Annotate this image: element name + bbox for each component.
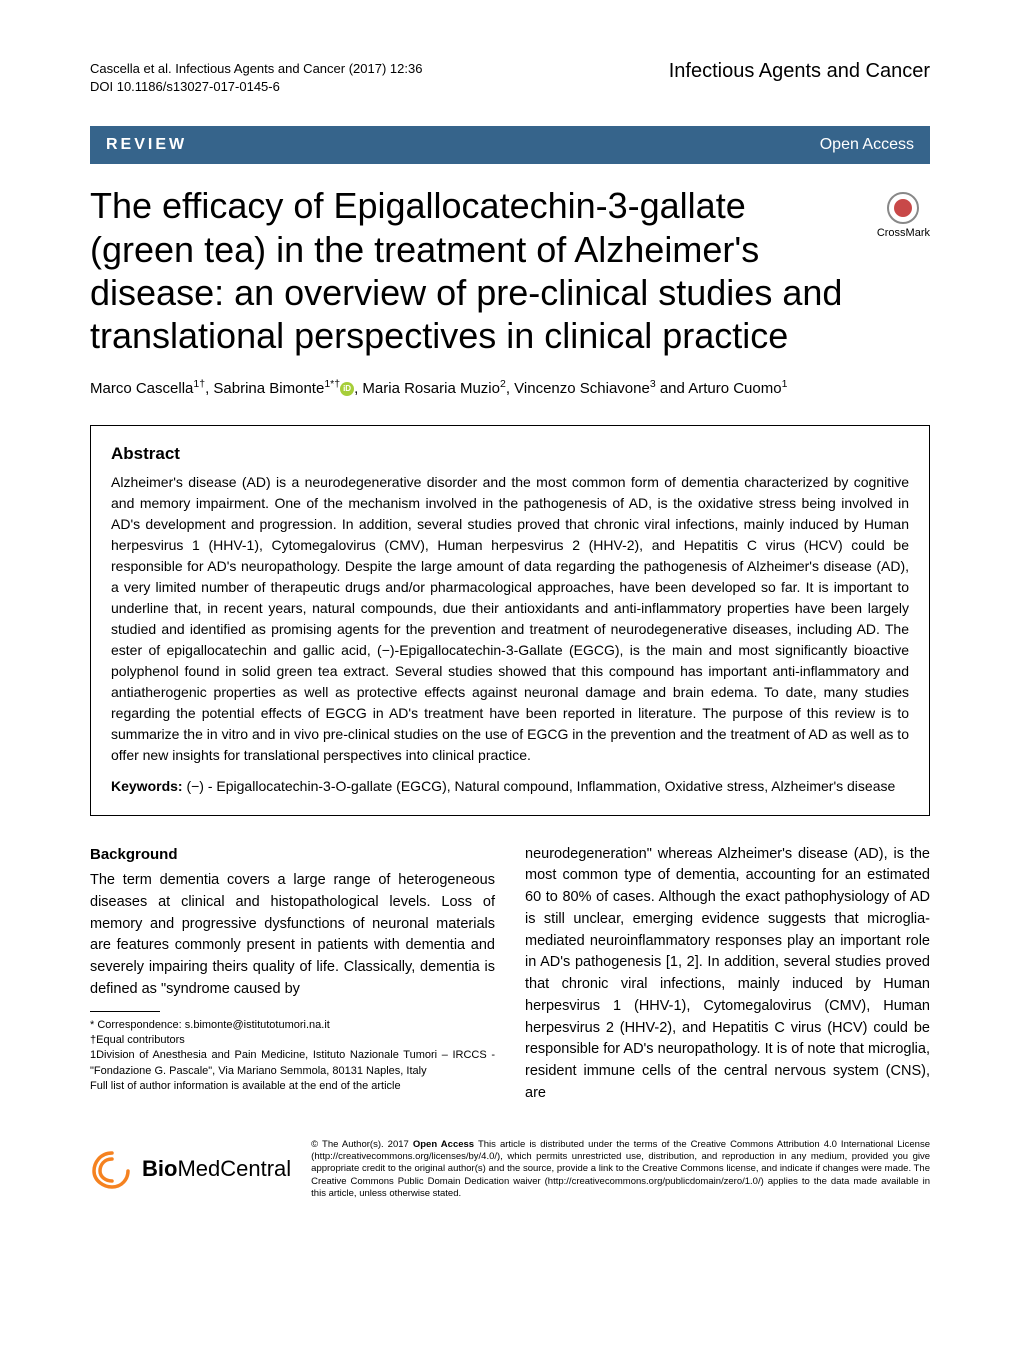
author-3: Maria Rosaria Muzio	[362, 380, 500, 397]
crossmark-label: CrossMark	[877, 227, 930, 239]
correspondence-equal: †Equal contributors	[90, 1033, 495, 1048]
correspondence-email: * Correspondence: s.bimonte@istitutotumo…	[90, 1018, 495, 1033]
page-header: Cascella et al. Infectious Agents and Ca…	[90, 60, 930, 96]
biomed-logo: BioMed Central	[90, 1147, 291, 1191]
logo-med: Med	[177, 1156, 220, 1182]
author-3-affil: 2	[500, 378, 506, 390]
crossmark-badge[interactable]: CrossMark	[877, 192, 930, 239]
author-2: Sabrina Bimonte	[213, 380, 324, 397]
authors-and: and	[656, 380, 689, 397]
journal-name: Infectious Agents and Cancer	[669, 60, 930, 83]
abstract-heading: Abstract	[111, 444, 909, 464]
keywords-line: Keywords: (−) - Epigallocatechin-3-O-gal…	[111, 776, 909, 797]
author-5: Arturo Cuomo	[688, 380, 781, 397]
author-4: Vincenzo Schiavone	[514, 380, 650, 397]
keywords-text: (−) - Epigallocatechin-3-O-gallate (EGCG…	[186, 778, 895, 794]
review-banner: REVIEW Open Access	[90, 126, 930, 164]
background-text-col1: The term dementia covers a large range o…	[90, 870, 495, 1001]
orcid-icon[interactable]	[340, 382, 354, 396]
citation-block: Cascella et al. Infectious Agents and Ca…	[90, 60, 422, 96]
page-footer: BioMed Central © The Author(s). 2017 Ope…	[90, 1125, 930, 1201]
author-2-affil: 1*†	[324, 378, 340, 390]
author-1: Marco Cascella	[90, 380, 193, 397]
logo-central: Central	[220, 1156, 291, 1182]
column-left: Background The term dementia covers a la…	[90, 844, 495, 1105]
citation-text: Cascella et al. Infectious Agents and Ca…	[90, 60, 422, 78]
correspondence-block: * Correspondence: s.bimonte@istitutotumo…	[90, 1001, 495, 1095]
article-title: The efficacy of Epigallocatechin-3-galla…	[90, 184, 877, 357]
license-text: © The Author(s). 2017 Open Access This a…	[311, 1139, 930, 1201]
correspondence-affil: 1Division of Anesthesia and Pain Medicin…	[90, 1048, 495, 1079]
body-columns: Background The term dementia covers a la…	[90, 844, 930, 1105]
banner-open-access-label: Open Access	[820, 136, 914, 154]
background-text-col2: neurodegeneration" whereas Alzheimer's d…	[525, 844, 930, 1105]
license-prefix: © The Author(s). 2017	[311, 1139, 413, 1150]
keywords-label: Keywords:	[111, 778, 186, 794]
author-1-affil: 1†	[193, 378, 205, 390]
banner-review-label: REVIEW	[106, 136, 187, 154]
license-open-access: Open Access	[413, 1139, 474, 1150]
abstract-body: Alzheimer's disease (AD) is a neurodegen…	[111, 472, 909, 766]
abstract-box: Abstract Alzheimer's disease (AD) is a n…	[90, 425, 930, 816]
authors-line: Marco Cascella1†, Sabrina Bimonte1*†, Ma…	[90, 377, 930, 401]
logo-bio: Bio	[142, 1156, 177, 1182]
background-heading: Background	[90, 844, 495, 867]
biomed-swirl-icon	[90, 1147, 134, 1191]
author-5-affil: 1	[782, 378, 788, 390]
correspondence-fulllist: Full list of author information is avail…	[90, 1079, 495, 1094]
crossmark-icon	[887, 192, 919, 224]
doi-text: DOI 10.1186/s13027-017-0145-6	[90, 78, 422, 96]
column-right: neurodegeneration" whereas Alzheimer's d…	[525, 844, 930, 1105]
